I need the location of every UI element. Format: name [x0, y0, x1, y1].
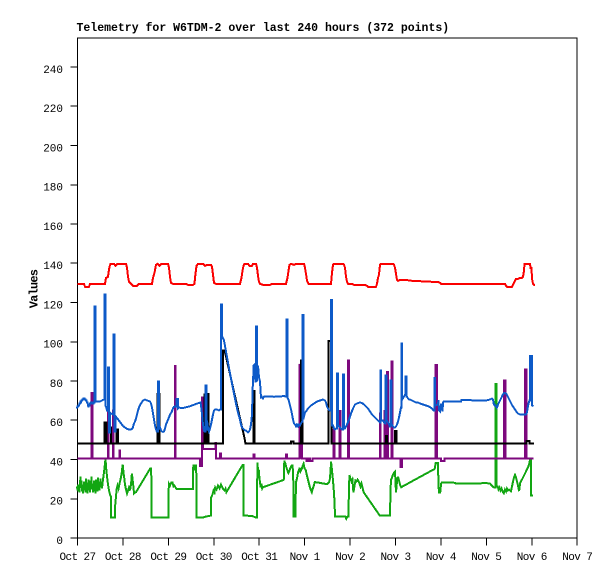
svg-text:60: 60	[50, 418, 63, 430]
svg-text:Oct 29: Oct 29	[150, 552, 186, 564]
svg-text:Nov 6: Nov 6	[517, 552, 547, 564]
svg-text:Oct 30: Oct 30	[196, 552, 232, 564]
svg-text:Telemetry for W6TDM-2 over las: Telemetry for W6TDM-2 over last 240 hour…	[77, 22, 450, 35]
svg-text:220: 220	[43, 104, 63, 116]
svg-text:140: 140	[43, 261, 63, 273]
svg-text:Values: Values	[28, 269, 42, 308]
svg-text:80: 80	[50, 379, 63, 391]
svg-text:Nov 4: Nov 4	[426, 552, 457, 564]
svg-text:240: 240	[43, 65, 63, 77]
svg-text:Oct 27: Oct 27	[59, 552, 95, 564]
svg-text:200: 200	[43, 143, 63, 155]
svg-text:Nov 3: Nov 3	[380, 552, 410, 564]
svg-text:Nov 7: Nov 7	[562, 552, 592, 564]
svg-text:120: 120	[43, 300, 63, 312]
svg-text:Oct 28: Oct 28	[105, 552, 141, 564]
svg-text:Nov 2: Nov 2	[335, 552, 365, 564]
svg-text:20: 20	[50, 497, 63, 509]
svg-text:100: 100	[43, 340, 63, 352]
svg-text:Oct 31: Oct 31	[241, 552, 278, 564]
svg-text:0: 0	[56, 536, 63, 548]
svg-text:180: 180	[43, 183, 63, 195]
svg-text:40: 40	[50, 457, 63, 469]
svg-text:Nov 5: Nov 5	[471, 552, 501, 564]
svg-text:Nov 1: Nov 1	[290, 552, 321, 564]
svg-text:160: 160	[43, 222, 63, 234]
